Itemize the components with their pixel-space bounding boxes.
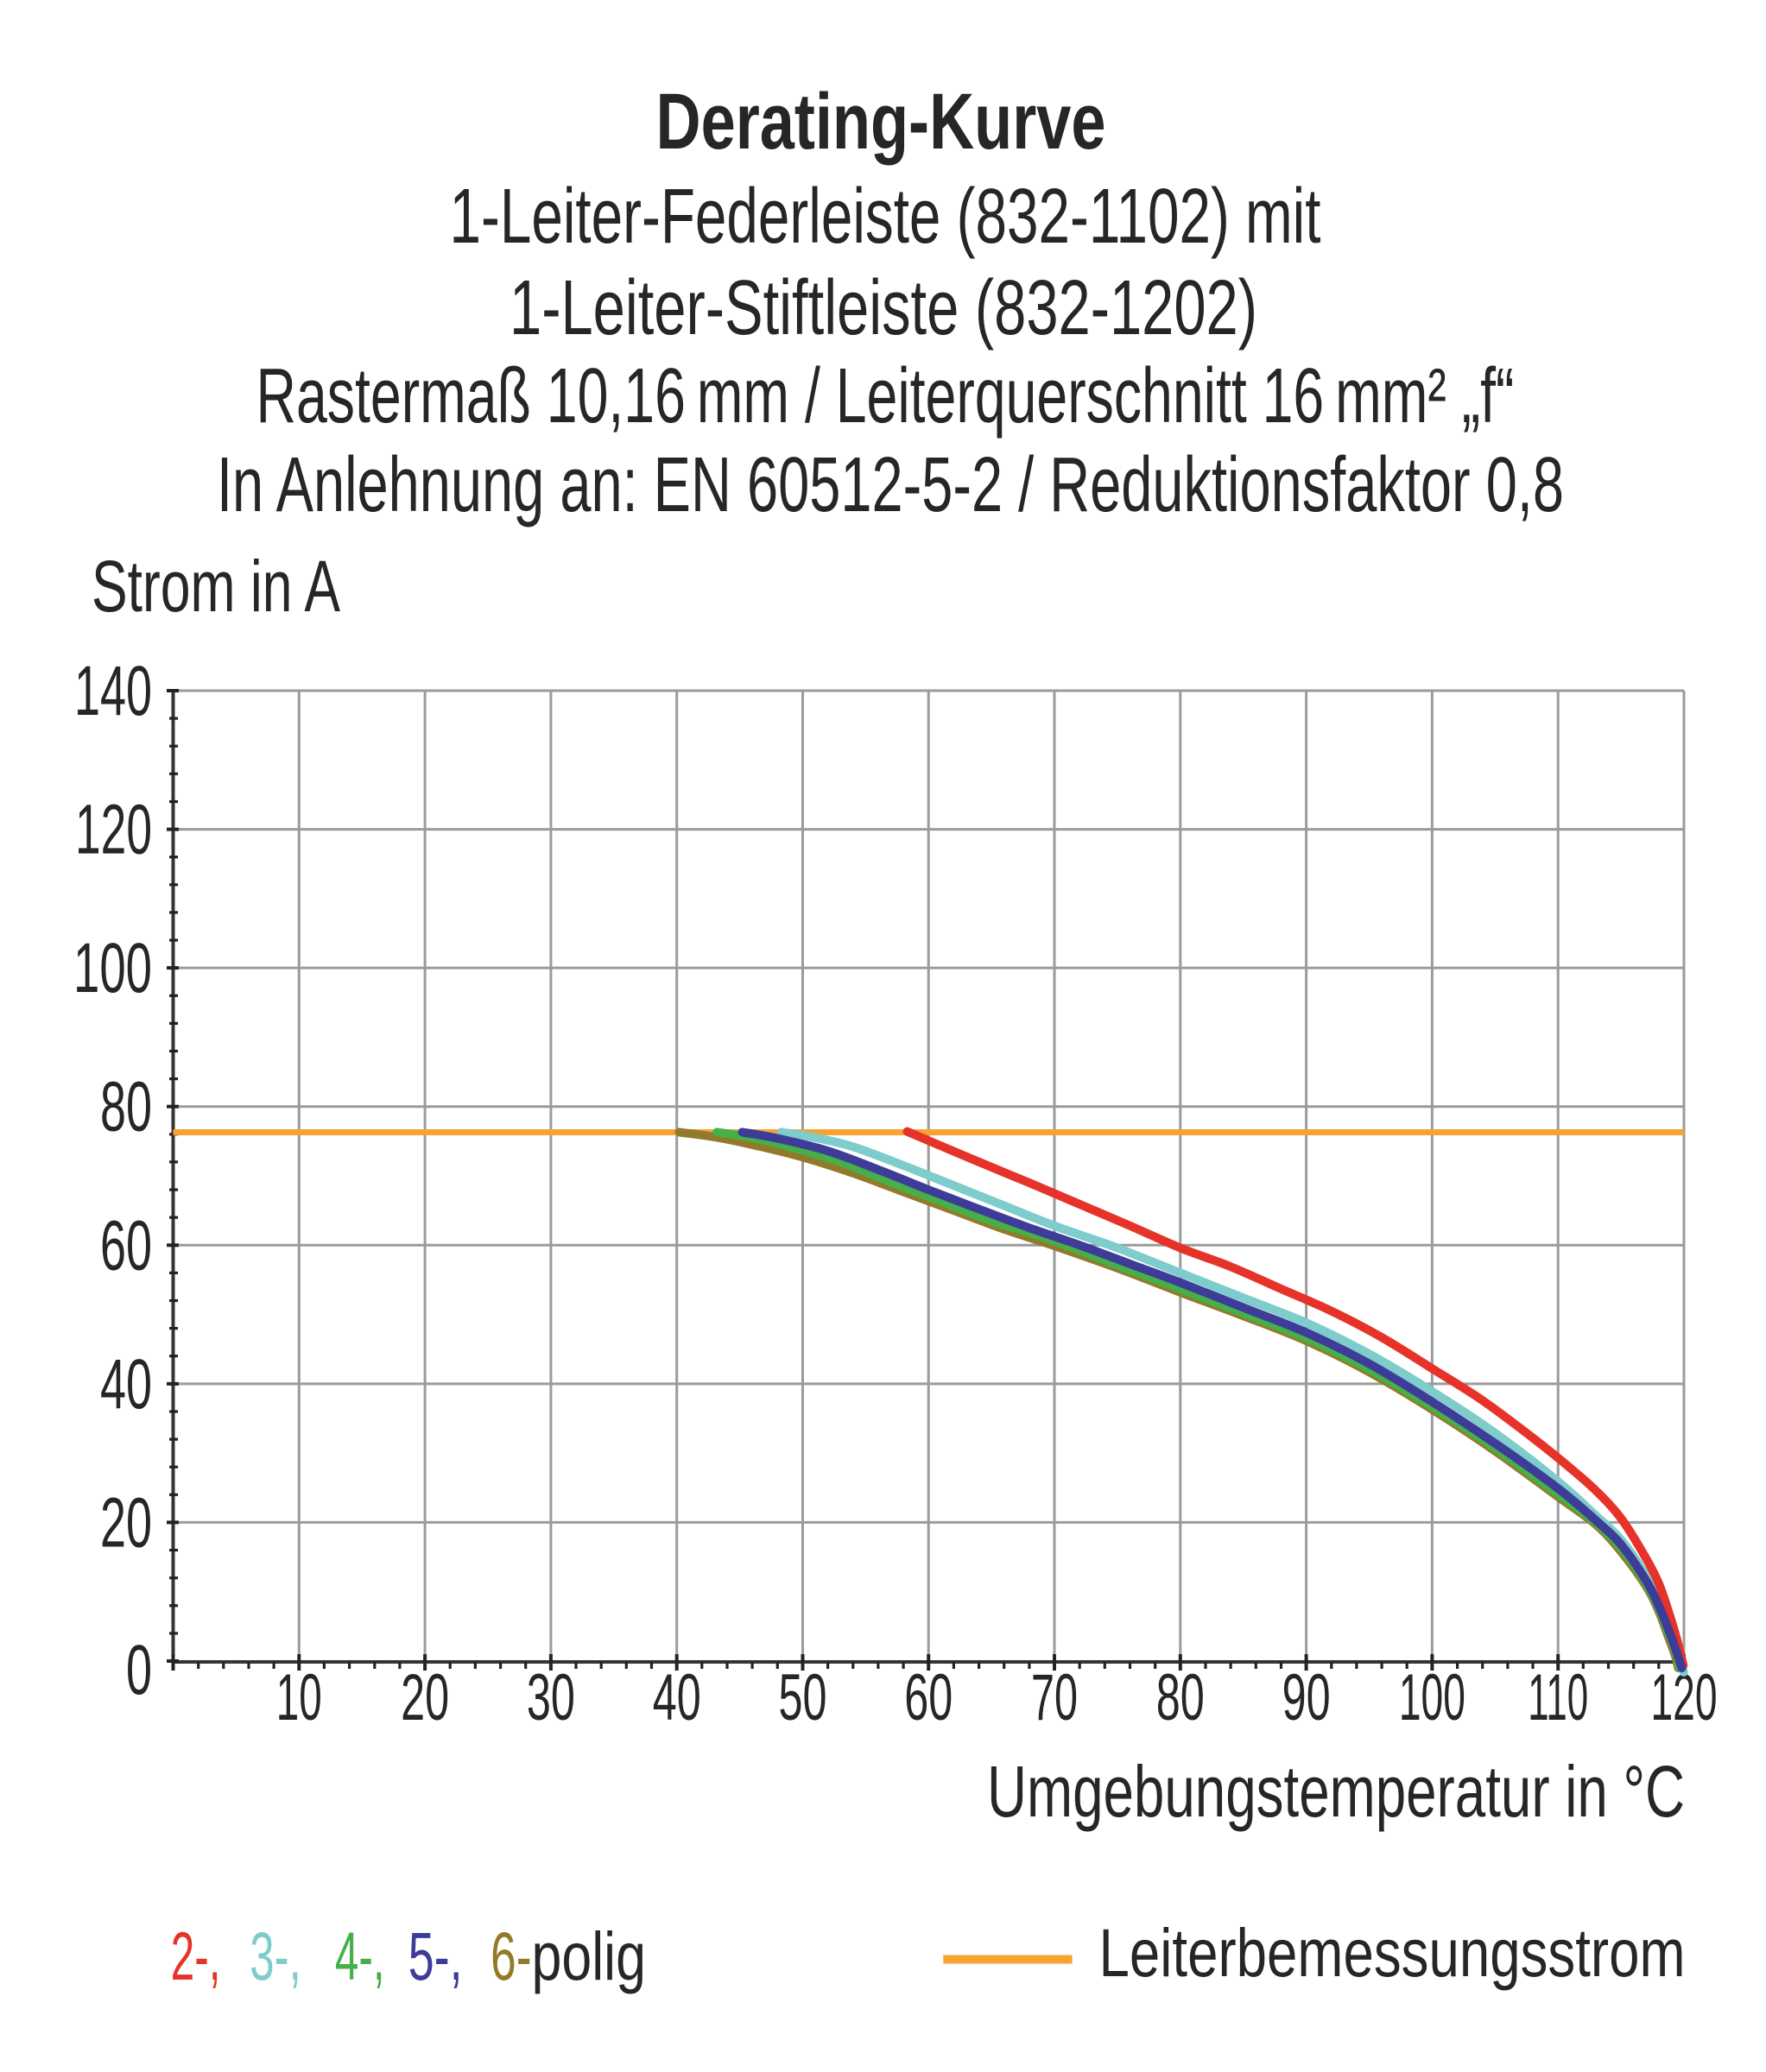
svg-text:Leiterbemessungsstrom: Leiterbemessungsstrom <box>1099 1914 1686 1991</box>
svg-text:6-: 6- <box>491 1917 532 1994</box>
svg-text:In Anlehnung an: EN 60512-5-2: In Anlehnung an: EN 60512-5-2 / Reduktio… <box>217 442 1564 528</box>
svg-text:Umgebungstemperatur in °C: Umgebungstemperatur in °C <box>987 1751 1685 1832</box>
svg-text:100: 100 <box>1399 1661 1465 1734</box>
svg-text:3-,: 3-, <box>250 1917 301 1994</box>
svg-text:1-Leiter-Stiftleiste (832-1202: 1-Leiter-Stiftleiste (832-1202) <box>510 265 1257 351</box>
svg-text:0: 0 <box>126 1631 152 1709</box>
svg-text:10: 10 <box>276 1661 322 1734</box>
svg-text:70: 70 <box>1031 1661 1078 1734</box>
svg-text:140: 140 <box>74 652 152 730</box>
svg-text:Strom in A: Strom in A <box>92 546 340 627</box>
svg-text:110: 110 <box>1528 1661 1588 1734</box>
svg-text:1-Leiter-Federleiste (832-1102: 1-Leiter-Federleiste (832-1102) mit <box>450 174 1321 260</box>
svg-text:5-,: 5-, <box>408 1917 463 1994</box>
svg-text:50: 50 <box>779 1661 827 1734</box>
svg-text:90: 90 <box>1282 1661 1331 1734</box>
svg-text:20: 20 <box>401 1661 449 1734</box>
svg-text:60: 60 <box>904 1661 953 1734</box>
svg-text:120: 120 <box>75 791 152 869</box>
svg-text:100: 100 <box>73 929 152 1008</box>
svg-text:40: 40 <box>653 1661 701 1734</box>
svg-text:30: 30 <box>527 1661 575 1734</box>
svg-text:20: 20 <box>100 1483 152 1562</box>
svg-text:polig: polig <box>532 1917 647 1994</box>
svg-text:80: 80 <box>1156 1661 1205 1734</box>
svg-text:60: 60 <box>100 1206 152 1285</box>
svg-text:40: 40 <box>100 1345 152 1424</box>
svg-text:Rastermaß 10,16 mm / Leiterque: Rastermaß 10,16 mm / Leiterquerschnitt 1… <box>256 353 1515 439</box>
svg-text:4-,: 4-, <box>335 1917 385 1994</box>
svg-text:Derating-Kurve: Derating-Kurve <box>656 78 1106 166</box>
svg-text:80: 80 <box>100 1068 152 1147</box>
svg-text:2-,: 2-, <box>171 1917 221 1994</box>
